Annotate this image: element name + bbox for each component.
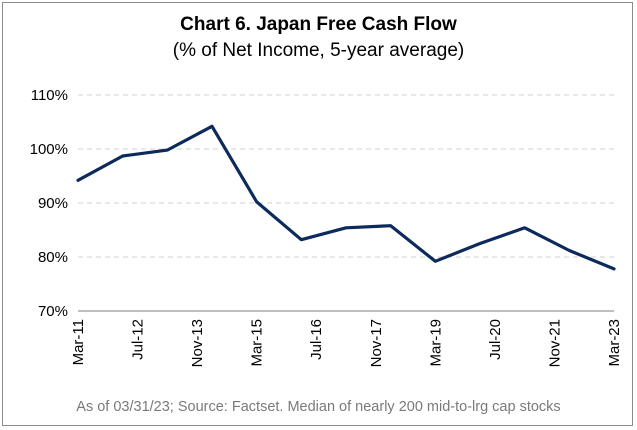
y-tick-label: 90% (38, 195, 68, 212)
chart-subtitle: (% of Net Income, 5-year average) (172, 40, 465, 61)
y-tick-label: 70% (38, 303, 68, 320)
x-tick-label: Mar-19 (427, 319, 444, 367)
series-line-0 (76, 124, 616, 271)
x-tick-label: Nov-17 (368, 319, 385, 367)
series-group (76, 124, 616, 271)
x-tick-label: Jul-20 (487, 319, 504, 360)
x-tick-label: Mar-23 (606, 319, 623, 367)
x-tick-label: Nov-21 (546, 319, 563, 367)
chart-title: Chart 6. Japan Free Cash Flow (180, 14, 457, 35)
x-tick-label: Jul-16 (308, 319, 325, 360)
x-tick-label: Mar-11 (70, 319, 87, 365)
y-tick-label: 110% (31, 87, 68, 104)
x-tick-label: Mar-15 (249, 319, 266, 367)
y-axis-ticks: 70% 80% 90% 100% 110% (30, 87, 68, 320)
x-tick-label: Jul-12 (130, 319, 147, 360)
x-tick-label: Nov-13 (189, 319, 206, 367)
y-tick-label: 100% (30, 141, 68, 158)
chart-frame (2, 2, 633, 426)
x-axis-ticks: Mar-11 Jul-12 Nov-13 Mar-15 Jul-16 Nov-17 Mar-… (70, 319, 623, 367)
chart-footnote: As of 03/31/23; Source: Factset. Median … (76, 399, 561, 415)
y-tick-label: 80% (38, 249, 68, 266)
